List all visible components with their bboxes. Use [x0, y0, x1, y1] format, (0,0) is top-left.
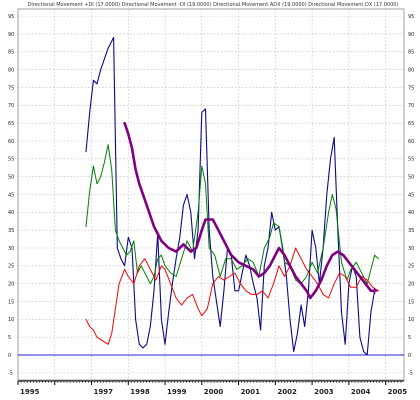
y-tick-label-right: 65: [408, 121, 414, 127]
y-tick-label-left: 95: [8, 14, 14, 20]
y-tick-label-left: 40: [8, 210, 14, 216]
y-tick-label-left: 25: [8, 264, 14, 270]
series-line-3: [85, 247, 379, 345]
y-tick-label-right: 75: [408, 85, 414, 91]
y-tick-label-right: 55: [408, 157, 414, 163]
y-tick-label-right: 5: [408, 335, 411, 341]
axes: [17, 8, 405, 385]
y-tick-label-left: 55: [8, 157, 14, 163]
y-tick-label-left: 10: [8, 317, 14, 323]
y-tick-label-right: 50: [408, 174, 414, 180]
y-tick-label-left: 85: [8, 50, 14, 56]
y-tick-label-left: 60: [8, 139, 14, 145]
series-line-2: [85, 144, 379, 285]
series-line-4: [123, 121, 376, 300]
y-tick-label-left: 90: [8, 32, 14, 38]
y-tick-label-left: 75: [8, 85, 14, 91]
y-tick-label-left: 70: [8, 103, 14, 109]
y-tick-label-right: 10: [408, 317, 414, 323]
y-tick-label-right: 35: [408, 228, 414, 234]
series: [85, 36, 379, 356]
x-tick-label: 2002: [277, 388, 297, 396]
y-tick-label-left: 15: [8, 299, 14, 305]
y-tick-label-left: 65: [8, 121, 14, 127]
y-tick-label-right: 20: [408, 281, 414, 287]
y-tick-label-right: 15: [408, 299, 414, 305]
y-tick-label-right: -5: [408, 371, 413, 377]
x-tick-label: 2001: [241, 388, 261, 396]
x-tick-label: 2004: [351, 388, 371, 396]
y-tick-label-right: 70: [408, 103, 414, 109]
y-tick-label-right: 30: [408, 246, 414, 252]
x-tick-label: 1995: [20, 388, 40, 396]
y-tick-label-right: 45: [408, 192, 414, 198]
y-tick-label-right: 90: [408, 32, 414, 38]
x-tick-label: 1998: [130, 388, 150, 396]
y-tick-label-right: 60: [408, 139, 414, 145]
y-tick-label-left: 35: [8, 228, 14, 234]
tick-labels: 1995 1997 1998 1999 2000 2001 2002 2003 2004 2005…: [8, 14, 414, 396]
x-tick-label: 1997: [94, 388, 114, 396]
y-tick-label-right: 85: [408, 50, 414, 56]
y-tick-label-right: 0: [408, 353, 411, 359]
y-tick-label-left: 5: [8, 335, 11, 341]
y-tick-label-left: 30: [8, 246, 14, 252]
y-tick-label-left: 0: [8, 353, 11, 359]
gridlines: [18, 9, 404, 380]
y-tick-label-left: 80: [8, 67, 14, 73]
x-tick-label: 2005: [388, 388, 408, 396]
end-marker: [371, 287, 378, 294]
y-tick-label-left: 45: [8, 192, 14, 198]
chart-title: Directional Movement +DI (17.0000) Direc…: [28, 2, 399, 8]
y-tick-label-left: 50: [8, 174, 14, 180]
y-tick-label-left: -5: [8, 371, 13, 377]
y-tick-label-right: 40: [408, 210, 414, 216]
x-tick-label: 2003: [314, 388, 334, 396]
y-tick-label-right: 80: [408, 67, 414, 73]
y-tick-label-left: 20: [8, 281, 14, 287]
x-tick-label: 1999: [167, 388, 187, 396]
y-tick-label-right: 95: [408, 14, 414, 20]
x-tick-label: 2000: [204, 388, 224, 396]
plot-frame: [17, 8, 405, 381]
y-tick-label-right: 25: [408, 264, 414, 270]
